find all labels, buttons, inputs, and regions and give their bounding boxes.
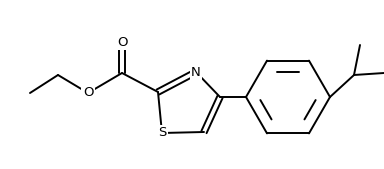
Text: O: O xyxy=(83,87,93,100)
Text: S: S xyxy=(158,127,166,139)
Text: O: O xyxy=(117,35,127,49)
Text: N: N xyxy=(191,66,201,78)
